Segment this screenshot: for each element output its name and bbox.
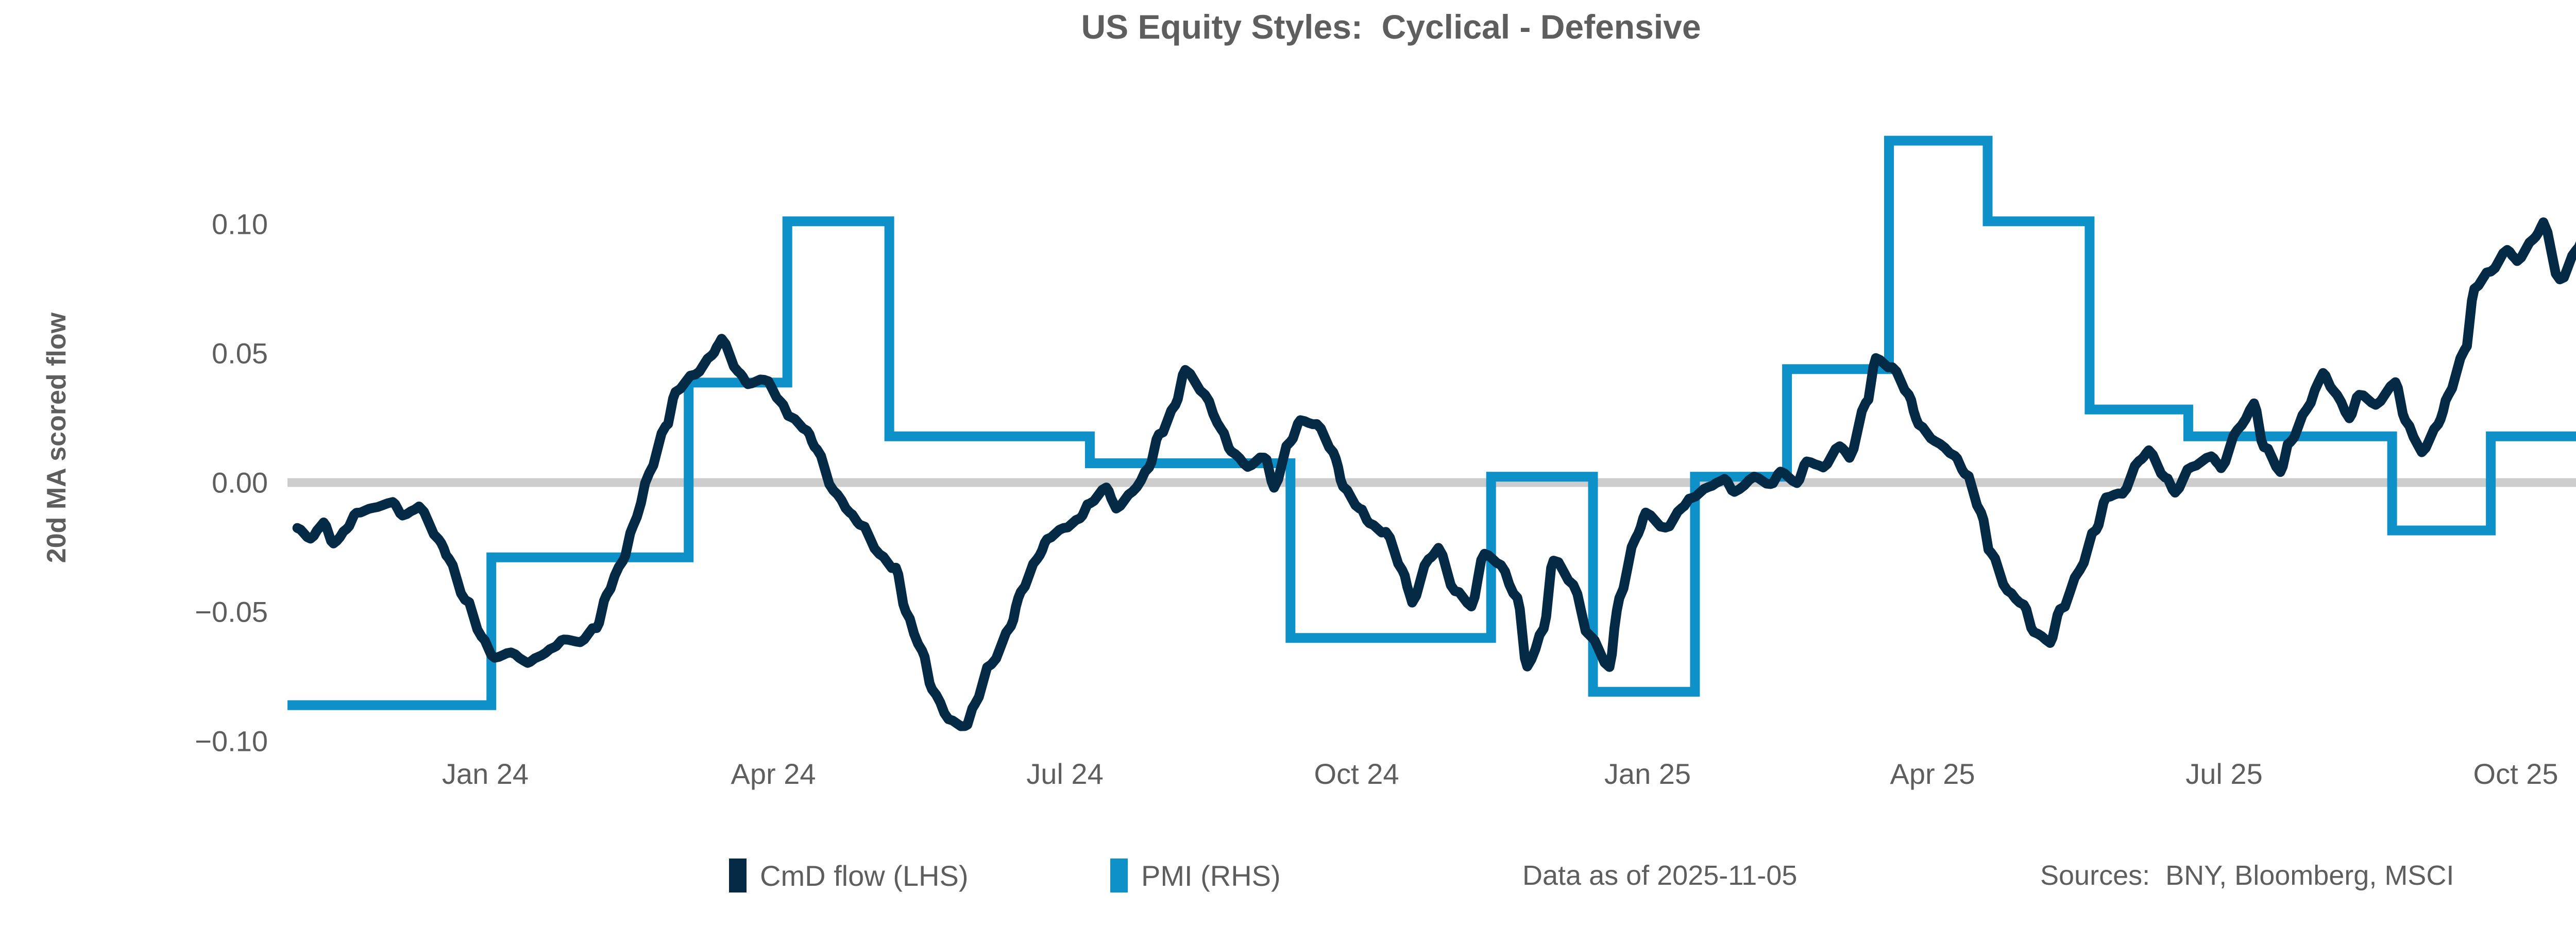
legend-item-cmd-flow[interactable]: CmD flow (LHS) — [729, 847, 968, 904]
y-tick-left-0: 0.10 — [212, 208, 268, 241]
pmi-series-line — [287, 135, 2576, 710]
legend-swatch-cmd-flow — [729, 859, 747, 892]
legend-swatch-pmi — [1110, 859, 1128, 892]
x-tick-5: Apr 25 — [1890, 758, 1975, 790]
cmd-flow-series-line — [292, 217, 2576, 731]
x-tick-2: Jul 24 — [1026, 758, 1104, 790]
legend-item-pmi[interactable]: PMI (RHS) — [1110, 847, 1281, 904]
y-tick-left-3: −0.05 — [195, 595, 268, 628]
chart-title: US Equity Styles: Cyclical - Defensive — [1081, 8, 1701, 46]
x-tick-0: Jan 24 — [442, 758, 529, 790]
x-tick-3: Oct 24 — [1314, 758, 1399, 790]
legend-label-cmd-flow: CmD flow (LHS) — [760, 859, 969, 892]
y-tick-left-1: 0.05 — [212, 337, 268, 370]
y-axis-left-ticks: 0.10 0.05 0.00 −0.05 −0.10 — [113, 0, 268, 927]
x-tick-7: Oct 25 — [2473, 758, 2558, 790]
y-tick-left-2: 0.00 — [212, 466, 268, 499]
data-as-of-note: Data as of 2025-11-05 — [1522, 860, 1798, 891]
chart-footer: CmD flow (LHS) PMI (RHS) Data as of 2025… — [0, 847, 2576, 909]
x-tick-6: Jul 25 — [2185, 758, 2263, 790]
legend-label-pmi: PMI (RHS) — [1141, 859, 1281, 892]
sources-note: Sources: BNY, Bloomberg, MSCI — [2040, 860, 2454, 891]
x-tick-1: Apr 24 — [731, 758, 816, 790]
x-tick-4: Jan 25 — [1604, 758, 1691, 790]
y-tick-left-4: −0.10 — [195, 725, 268, 758]
